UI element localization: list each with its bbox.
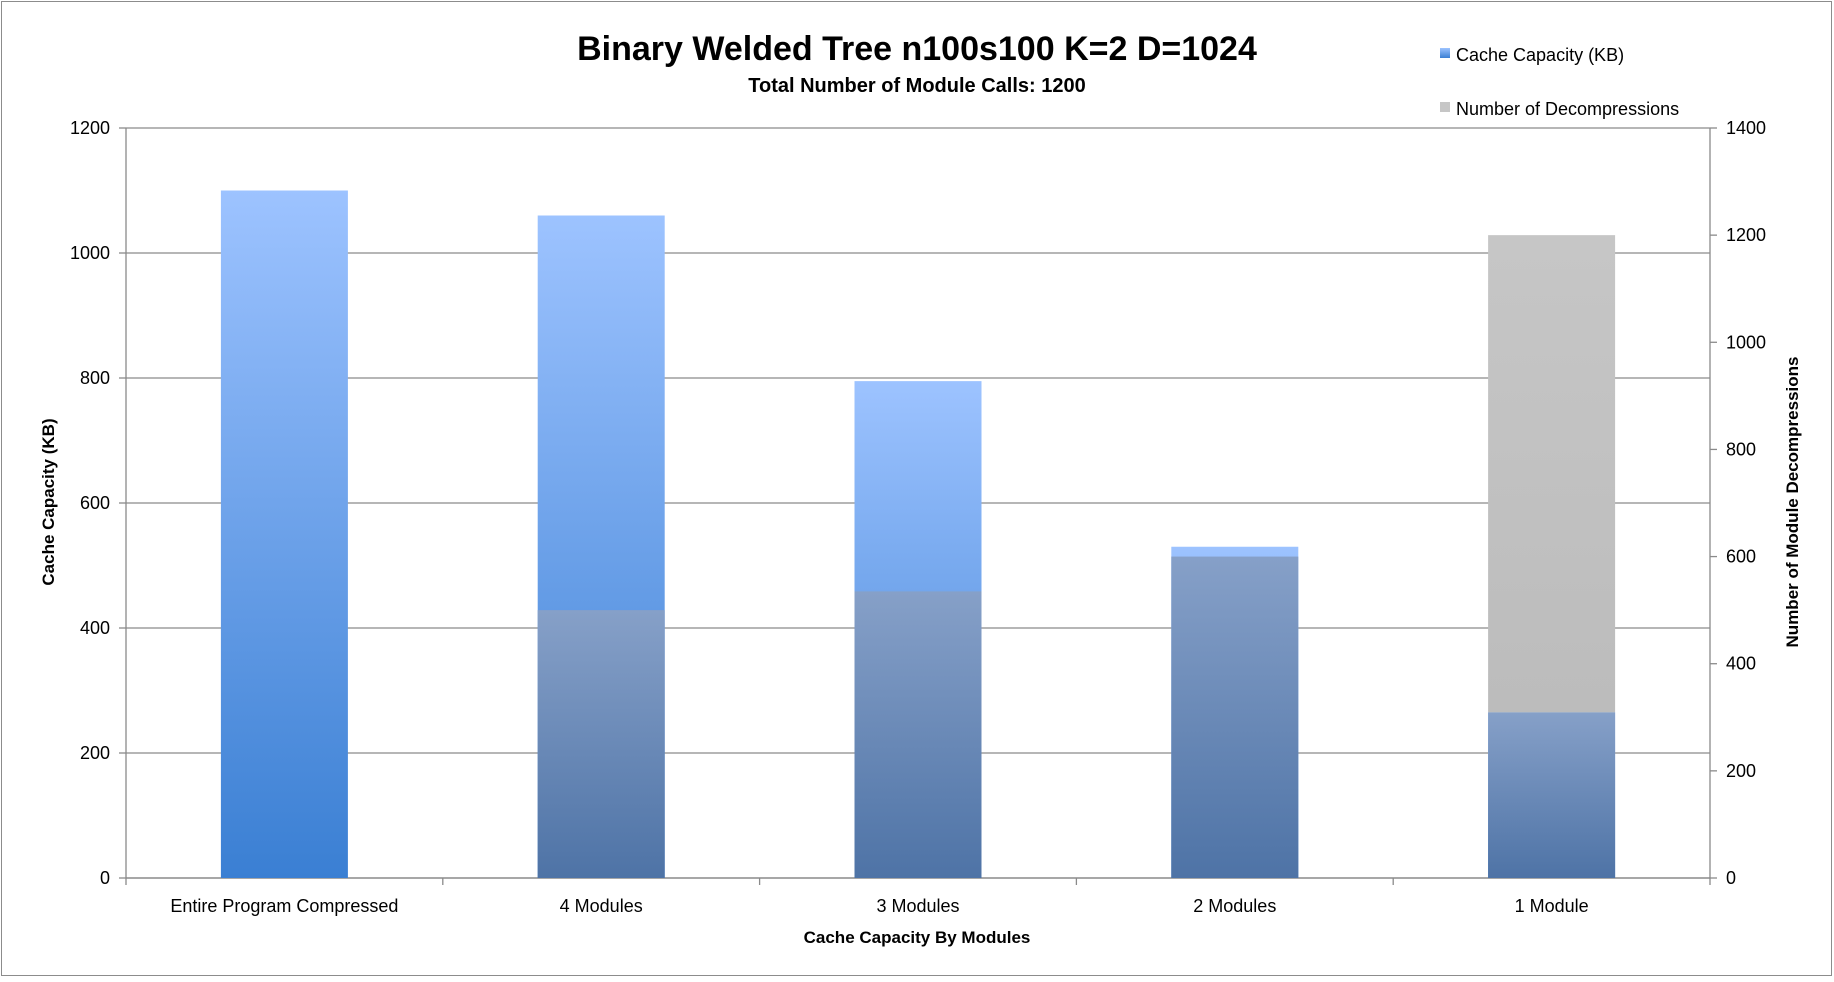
bar-cache-capacity [220, 190, 348, 878]
bar-decompressions [1488, 235, 1616, 713]
chart-subtitle: Total Number of Module Calls: 1200 [748, 75, 1085, 97]
y-left-tick-label: 600 [80, 493, 110, 513]
y-right-tick-label: 200 [1726, 761, 1756, 781]
chart-title: Binary Welded Tree n100s100 K=2 D=1024 [577, 30, 1257, 68]
y-left-tick-label: 0 [100, 868, 110, 888]
legend-swatch-decompressions [1440, 102, 1450, 112]
x-category-label: 4 Modules [560, 896, 643, 916]
bar-decompressions-overlap [537, 610, 665, 878]
y-left-tick-label: 1200 [70, 118, 110, 138]
x-category-label: Entire Program Compressed [170, 896, 398, 916]
y-left-tick-label: 800 [80, 368, 110, 388]
y-left-tick-label: 200 [80, 743, 110, 763]
y-right-tick-label: 1200 [1726, 225, 1766, 245]
y-right-tick-label: 0 [1726, 868, 1736, 888]
legend-label-cache-capacity: Cache Capacity (KB) [1456, 45, 1624, 65]
legend-swatch-cache-capacity [1440, 48, 1450, 58]
legend-label-decompressions: Number of Decompressions [1456, 99, 1679, 119]
y-right-tick-label: 600 [1726, 547, 1756, 567]
legend: Cache Capacity (KB) Number of Decompress… [1440, 45, 1679, 119]
x-category-label: 1 Module [1515, 896, 1589, 916]
y-axis-left-label: Cache Capacity (KB) [39, 418, 58, 585]
y-left-tick-label: 400 [80, 618, 110, 638]
tick-labels: 0 200 400 600 800 1000 1200 0 200 400 600 800 1000 12… [70, 118, 1766, 916]
y-right-tick-label: 1000 [1726, 332, 1766, 352]
y-right-tick-label: 1400 [1726, 118, 1766, 138]
y-right-tick-label: 400 [1726, 654, 1756, 674]
bar-decompressions-overlap [854, 591, 982, 878]
x-axis-label: Cache Capacity By Modules [804, 928, 1031, 947]
bar-decompressions-overlap [1171, 556, 1299, 878]
bars [220, 190, 1616, 878]
x-category-label: 2 Modules [1193, 896, 1276, 916]
y-left-tick-label: 1000 [70, 243, 110, 263]
bar-decompressions-overlap [1488, 712, 1616, 878]
y-axis-right-label: Number of Module Decompressions [1783, 357, 1802, 648]
x-category-label: 3 Modules [876, 896, 959, 916]
y-right-tick-label: 800 [1726, 439, 1756, 459]
